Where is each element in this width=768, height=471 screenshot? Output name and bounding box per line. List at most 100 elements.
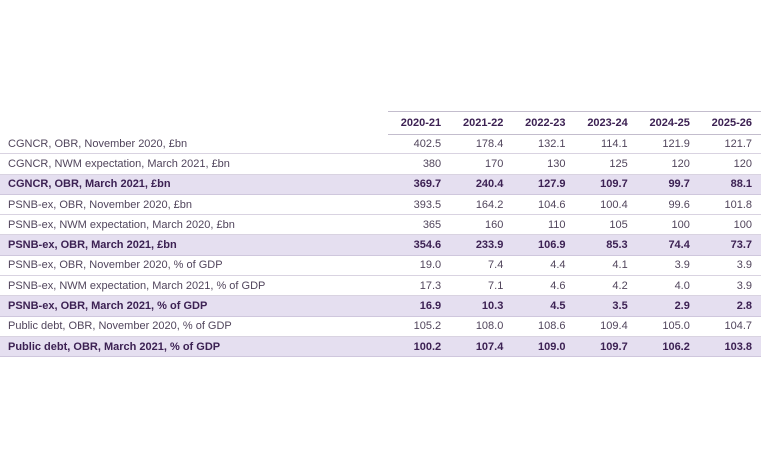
value-cell: 7.4 [488,259,504,272]
value-cell: 114.1 [600,137,628,150]
row-values: 19.0 7.4 4.4 4.1 3.9 3.9 [388,256,761,275]
value-cell: 120 [733,157,753,170]
value-cell: 99.7 [668,178,690,191]
value-cell: 109.7 [600,340,628,353]
table-row: Public debt, OBR, November 2020, % of GD… [0,317,761,337]
row-values: 365 160 110 105 100 100 [388,215,761,234]
row-values: 369.7 240.4 127.9 109.7 99.7 88.1 [388,175,761,194]
table-row: PSNB-ex, NWM expectation, March 2020, £b… [0,215,761,236]
value-cell: 2.9 [674,300,690,313]
row-values: 354.6 233.9 106.9 85.3 74.4 73.7 [388,235,761,254]
value-cell: 107.4 [475,340,504,353]
column-header: 2022-23 [525,117,566,129]
row-label: Public debt, OBR, November 2020, % of GD… [8,320,232,333]
value-cell: 393.5 [413,198,442,211]
value-cell: 100 [733,218,753,231]
value-cell: 100.2 [413,340,442,353]
value-cell: 178.4 [475,137,504,150]
value-cell: 74.4 [668,239,690,252]
value-cell: 3.5 [612,300,628,313]
value-cell: 365 [422,218,442,231]
table-row: Public debt, OBR, March 2021, % of GDP 1… [0,336,761,358]
value-cell: 109.4 [600,320,628,333]
value-cell: 402.5 [413,137,442,150]
value-cell: 3.9 [736,279,753,292]
value-cell: 101.8 [724,198,753,211]
row-label: PSNB-ex, OBR, March 2021, £bn [8,239,177,252]
row-label: PSNB-ex, NWM expectation, March 2020, £b… [8,218,235,231]
value-cell: 109.7 [600,178,628,191]
value-cell: 103.8 [724,340,753,353]
value-cell: 100 [671,218,690,231]
value-cell: 127.9 [537,178,566,191]
value-cell: 4.1 [612,259,628,272]
row-values: 16.9 10.3 4.5 3.5 2.9 2.8 [388,296,761,315]
value-cell: 108.0 [475,320,504,333]
value-cell: 4.4 [550,259,566,272]
column-header: 2023-24 [587,117,628,129]
value-cell: 4.5 [550,300,566,313]
row-label: CGNCR, OBR, March 2021, £bn [8,178,171,191]
value-cell: 3.9 [674,259,690,272]
value-cell: 121.9 [662,137,690,150]
value-cell: 19.0 [419,259,442,272]
value-cell: 2.8 [736,300,753,313]
value-cell: 4.0 [674,279,690,292]
value-cell: 170 [484,157,504,170]
value-cell: 132.1 [537,137,566,150]
row-label: Public debt, OBR, March 2021, % of GDP [8,340,221,353]
table-row: PSNB-ex, OBR, November 2020, £bn 393.5 1… [0,195,761,216]
value-cell: 354.6 [413,239,442,252]
value-cell: 105.0 [662,320,690,333]
value-cell: 17.3 [419,279,442,292]
row-label: PSNB-ex, NWM expectation, March 2021, % … [8,279,266,292]
value-cell: 100.4 [600,198,628,211]
value-cell: 99.6 [668,198,690,211]
table-row: CGNCR, NWM expectation, March 2021, £bn … [0,154,761,175]
column-header: 2021-22 [462,117,504,129]
row-label: PSNB-ex, OBR, November 2020, £bn [8,198,193,211]
column-header: 2024-25 [649,117,690,129]
row-values: 402.5 178.4 132.1 114.1 121.9 121.7 [388,134,761,153]
table-row: CGNCR, OBR, March 2021, £bn 369.7 240.4 … [0,174,761,195]
value-cell: 108.6 [537,320,566,333]
value-cell: 233.9 [475,239,504,252]
row-label: PSNB-ex, OBR, November 2020, % of GDP [8,259,223,272]
value-cell: 120 [671,157,690,170]
table-row: PSNB-ex, OBR, March 2021, % of GDP 16.9 … [0,296,761,317]
table-header-row: 2020-21 2021-22 2022-23 2023-24 2024-25 … [0,111,761,135]
value-cell: 110 [547,218,566,231]
row-label: CGNCR, NWM expectation, March 2021, £bn [8,157,230,170]
value-cell: 125 [609,157,628,170]
row-values: 105.2 108.0 108.6 109.4 105.0 104.7 [388,317,761,336]
table-row: PSNB-ex, OBR, March 2021, £bn 354.6 233.… [0,235,761,256]
row-label: CGNCR, OBR, November 2020, £bn [8,137,188,150]
row-values: 393.5 164.2 104.6 100.4 99.6 101.8 [388,195,761,214]
value-cell: 88.1 [730,178,753,191]
value-cell: 3.9 [736,259,753,272]
value-cell: 104.6 [537,198,566,211]
value-cell: 106.2 [662,340,690,353]
row-values: 17.3 7.1 4.6 4.2 4.0 3.9 [388,276,761,295]
value-cell: 4.2 [612,279,628,292]
table-row: CGNCR, OBR, November 2020, £bn 402.5 178… [0,134,761,155]
row-values: 100.2 107.4 109.0 109.7 106.2 103.8 [388,337,761,356]
value-cell: 85.3 [606,239,628,252]
value-cell: 109.0 [537,340,566,353]
fiscal-forecast-table: 2020-21 2021-22 2022-23 2023-24 2024-25 … [0,111,761,358]
value-cell: 4.6 [550,279,566,292]
table-row: PSNB-ex, NWM expectation, March 2021, % … [0,276,761,297]
header-year-columns: 2020-21 2021-22 2022-23 2023-24 2024-25 … [388,111,761,135]
value-cell: 104.7 [724,320,753,333]
value-cell: 16.9 [419,300,442,313]
column-header: 2020-21 [400,117,442,129]
value-cell: 73.7 [730,239,753,252]
value-cell: 121.7 [724,137,753,150]
column-header: 2025-26 [711,117,753,129]
value-cell: 105.2 [413,320,442,333]
value-cell: 7.1 [488,279,504,292]
value-cell: 160 [484,218,504,231]
value-cell: 380 [422,157,442,170]
value-cell: 130 [547,157,566,170]
